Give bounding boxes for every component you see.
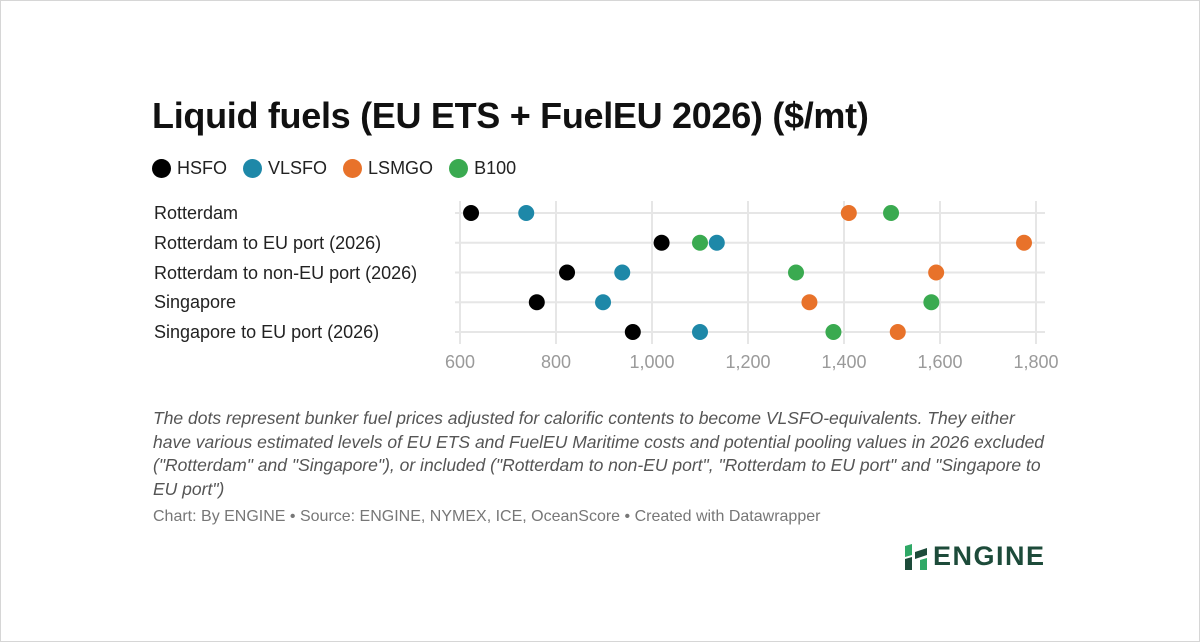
- dot-hsfo-rotterdam: [463, 205, 480, 221]
- row-label-singapore-to-eu-port-2026: Singapore to EU port (2026): [154, 322, 380, 342]
- x-tick-label-1800: 1,800: [1013, 352, 1058, 372]
- dot-hsfo-rotterdam-to-non-eu-port-2026: [559, 264, 576, 281]
- x-tick-label-1600: 1,600: [917, 352, 962, 372]
- dot-b100-singapore: [923, 294, 940, 311]
- legend-label-b100: B100: [474, 157, 517, 178]
- dot-hsfo-singapore: [528, 294, 545, 311]
- dot-b100-rotterdam-to-eu-port-2026: [692, 234, 708, 251]
- dot-b100-rotterdam: [883, 205, 900, 221]
- dot-b100-singapore-to-eu-port-2026: [825, 324, 842, 340]
- chart-title: Liquid fuels (EU ETS + FuelEU 2026) ($/m…: [152, 95, 869, 136]
- engine-logo: ENGINE: [903, 541, 1046, 572]
- x-tick-label-1200: 1,200: [725, 352, 770, 372]
- chart-source: Chart: By ENGINE • Source: ENGINE, NYMEX…: [153, 508, 821, 525]
- dot-hsfo-rotterdam-to-eu-port-2026: [653, 234, 670, 251]
- legend-swatch-lsmgo: [343, 158, 363, 178]
- chart-note: The dots represent bunker fuel prices ad…: [153, 408, 1045, 499]
- engine-logo-icon: [905, 543, 927, 570]
- dot-vlsfo-singapore-to-eu-port-2026: [692, 324, 708, 340]
- dot-lsmgo-singapore: [801, 294, 818, 311]
- legend-item-lsmgo: LSMGO: [343, 158, 433, 179]
- legend-item-b100: B100: [449, 158, 516, 179]
- legend-item-hsfo: HSFO: [152, 158, 227, 179]
- dot-hsfo-singapore-to-eu-port-2026: [624, 324, 641, 340]
- row-label-rotterdam-to-eu-port-2026: Rotterdam to EU port (2026): [154, 232, 382, 253]
- dot-lsmgo-rotterdam: [840, 205, 857, 221]
- dot-b100-rotterdam-to-non-eu-port-2026: [788, 264, 804, 281]
- dot-lsmgo-rotterdam-to-eu-port-2026: [1016, 234, 1032, 251]
- x-tick-label-800: 800: [541, 352, 571, 372]
- dot-lsmgo-rotterdam-to-non-eu-port-2026: [928, 264, 945, 281]
- legend-item-vlsfo: VLSFO: [243, 158, 327, 179]
- row-label-rotterdam: Rotterdam: [154, 203, 239, 223]
- dot-lsmgo-singapore-to-eu-port-2026: [889, 324, 906, 340]
- legend-swatch-hsfo: [152, 158, 171, 178]
- dot-vlsfo-singapore: [595, 294, 612, 311]
- row-label-rotterdam-to-non-eu-port-2026: Rotterdam to non-EU port (2026): [154, 262, 418, 283]
- legend-label-hsfo: HSFO: [177, 157, 228, 178]
- dot-vlsfo-rotterdam-to-eu-port-2026: [708, 234, 725, 251]
- legend-label-vlsfo: VLSFO: [268, 157, 328, 178]
- engine-logo-text: ENGINE: [933, 541, 1046, 571]
- x-tick-label-600: 600: [445, 352, 475, 372]
- legend-swatch-b100: [449, 158, 469, 178]
- legend-swatch-vlsfo: [243, 158, 263, 178]
- dot-vlsfo-rotterdam-to-non-eu-port-2026: [614, 264, 631, 281]
- legend-label-lsmgo: LSMGO: [368, 157, 434, 178]
- legend: HSFO VLSFO LSMGO B100: [152, 155, 532, 181]
- x-tick-label-1000: 1,000: [629, 352, 674, 372]
- row-label-singapore: Singapore: [154, 292, 237, 313]
- dot-vlsfo-rotterdam: [518, 205, 535, 221]
- x-tick-label-1400: 1,400: [821, 352, 866, 372]
